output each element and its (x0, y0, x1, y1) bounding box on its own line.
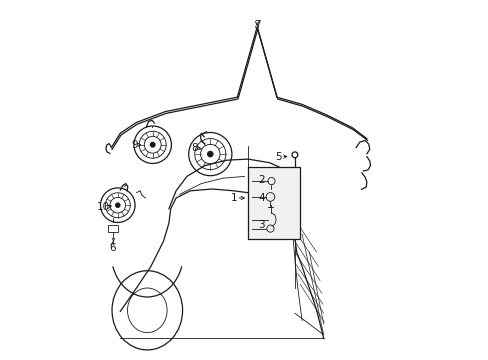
Bar (247, 167, 300, 239)
Text: 6: 6 (109, 243, 116, 253)
Text: 5: 5 (275, 152, 282, 162)
Bar (108, 225, 118, 232)
Circle shape (116, 203, 120, 207)
Text: 1: 1 (230, 193, 237, 203)
Text: 3: 3 (258, 220, 264, 230)
Text: 2: 2 (258, 175, 264, 185)
Circle shape (207, 152, 212, 157)
Circle shape (150, 143, 155, 147)
Text: 8: 8 (190, 143, 197, 153)
Text: 9: 9 (131, 140, 138, 150)
Text: 7: 7 (253, 20, 260, 30)
Text: 10: 10 (97, 202, 110, 212)
Text: 4: 4 (258, 193, 264, 203)
